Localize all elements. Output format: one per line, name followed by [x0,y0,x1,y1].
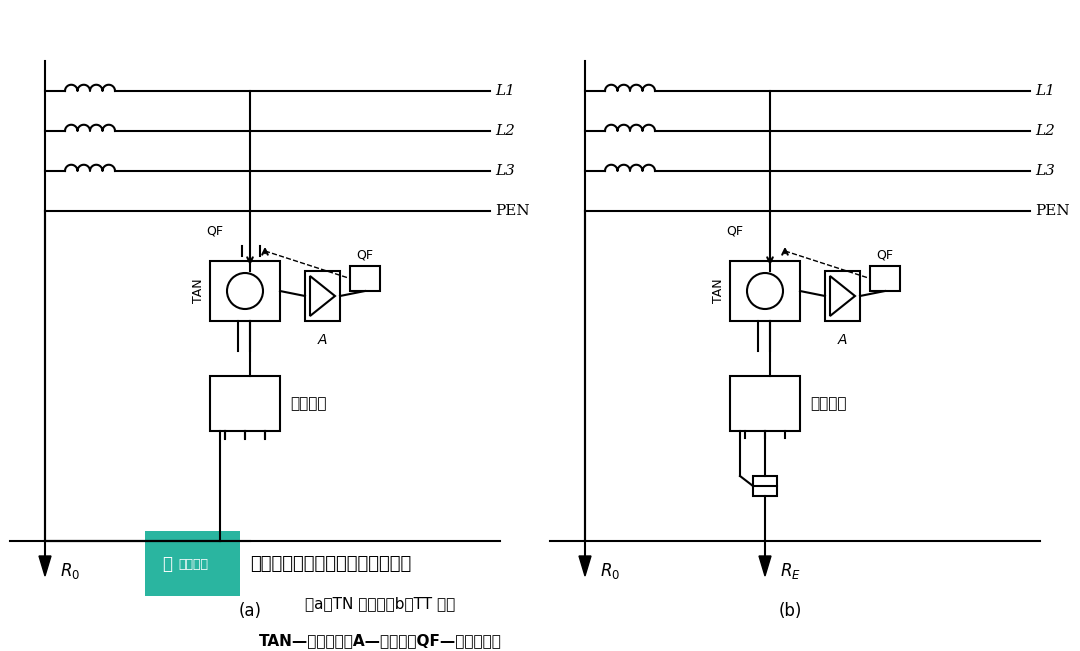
Text: 🔍: 🔍 [162,555,172,573]
Text: TAN—检测元件；A—放大器；QF—低压断路器: TAN—检测元件；A—放大器；QF—低压断路器 [258,633,501,648]
Text: PEN: PEN [1035,204,1069,218]
Text: L3: L3 [1035,164,1055,178]
Text: L3: L3 [495,164,515,178]
Text: TAN: TAN [712,279,725,303]
Text: $R_E$: $R_E$ [780,561,801,581]
Text: QF: QF [206,225,224,238]
Text: L1: L1 [1035,84,1055,98]
Text: A: A [838,333,847,347]
Text: （a）TN 系统；（b）TT 系统: （a）TN 系统；（b）TT 系统 [305,596,455,611]
Text: 单相设备: 单相设备 [810,396,847,411]
Text: (b): (b) [779,602,801,620]
Text: PEN: PEN [495,204,529,218]
Text: QF: QF [727,225,743,238]
Text: (a): (a) [239,602,261,620]
Text: 电工知库: 电工知库 [178,557,208,570]
Text: QF: QF [877,248,893,261]
Polygon shape [579,556,591,576]
FancyBboxPatch shape [145,531,240,596]
Text: L1: L1 [495,84,515,98]
Text: L2: L2 [1035,124,1055,138]
Polygon shape [759,556,771,576]
Text: TAN: TAN [192,279,205,303]
Text: $R_0$: $R_0$ [600,561,620,581]
Text: A: A [318,333,327,347]
Polygon shape [39,556,51,576]
Text: 电流动作型单相漏电保护器接线图: 电流动作型单相漏电保护器接线图 [249,555,411,573]
Text: QF: QF [356,248,374,261]
Text: 单相设备: 单相设备 [291,396,326,411]
Text: L2: L2 [495,124,515,138]
Text: $R_0$: $R_0$ [60,561,80,581]
